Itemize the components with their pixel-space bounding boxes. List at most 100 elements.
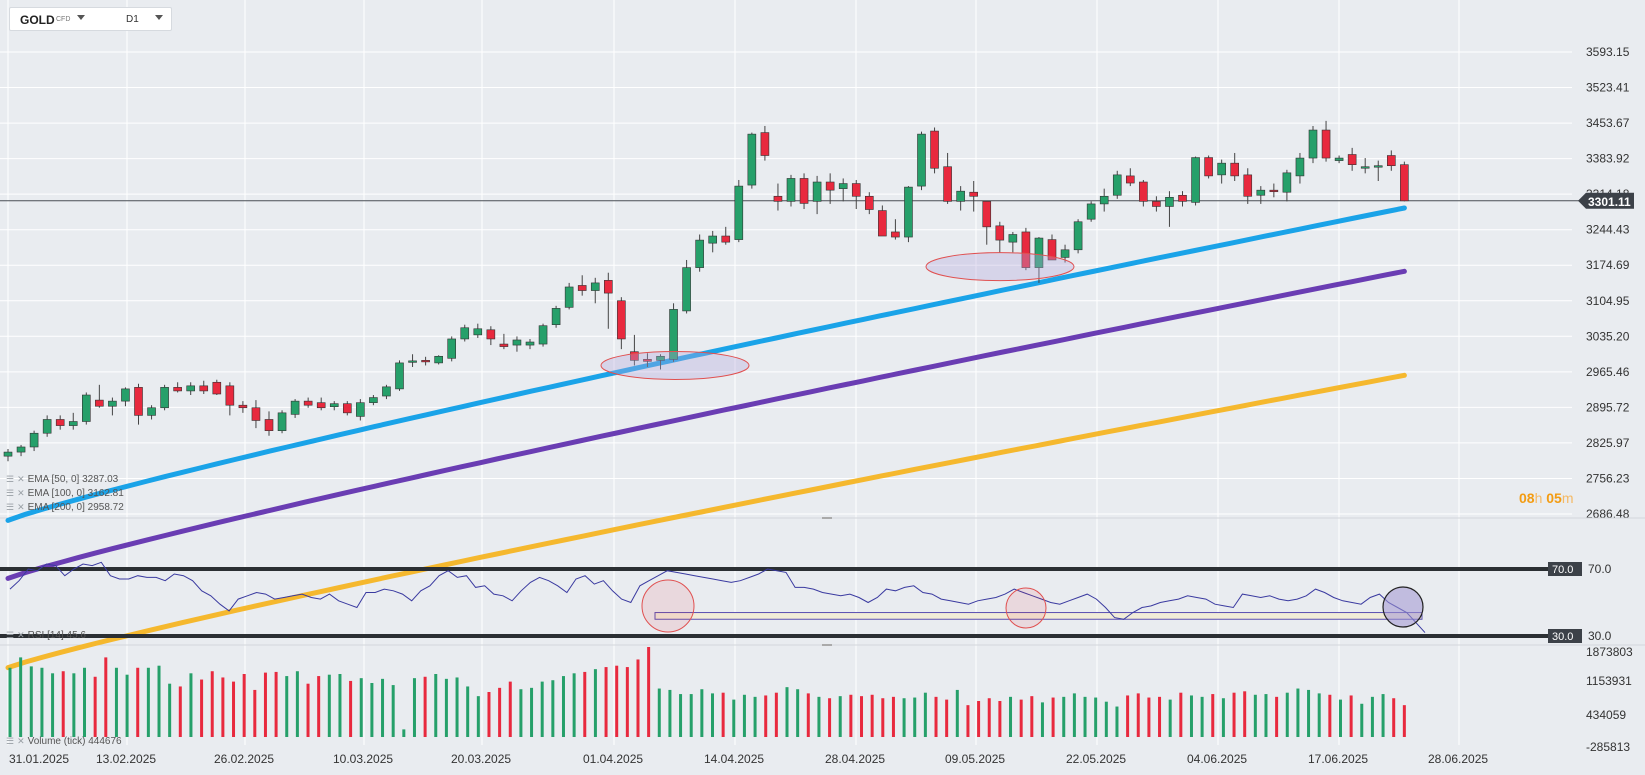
annotation-ellipse [925,252,1075,282]
volume-bar [530,687,534,737]
chevron-down-icon[interactable] [77,15,85,20]
volume-bar [221,677,225,737]
volume-bar [572,673,576,737]
volume-bar [370,683,374,737]
candle-body [956,190,965,202]
settings-icon[interactable]: ☰ [6,630,15,640]
volume-bar [29,666,33,737]
candle-body [1334,157,1344,161]
symbol-label[interactable]: GOLD [20,13,55,27]
volume-bar [295,671,299,737]
candle-body [617,300,626,340]
x-tick-label: 22.05.2025 [1066,752,1126,766]
volume-legend[interactable]: ☰ ✕ Volume (tick) 444676 [6,736,122,747]
instrument-toolbar: GOLD CFD D1 [9,7,172,31]
y-tick-label: 2965.46 [1586,365,1630,379]
volume-bar [1136,693,1140,737]
candle-body [108,400,117,407]
candle-body [721,235,731,243]
ema200-legend-text: EMA [200, 0] 2958.72 [27,502,124,513]
volume-bar [1381,694,1385,737]
volume-bar [657,688,661,737]
close-icon[interactable]: ✕ [17,502,25,512]
candle-body [904,186,913,238]
close-icon[interactable]: ✕ [17,488,25,498]
x-tick-label: 01.04.2025 [583,752,643,766]
candle-body [878,210,887,237]
rsi-annotation-circle [641,579,695,633]
volume-bar [806,693,810,737]
volume-bar [1200,696,1204,737]
candle-body [851,183,861,197]
y-tick-label: 2686.48 [1586,507,1630,521]
close-icon[interactable]: ✕ [17,736,25,746]
volume-bar [8,667,12,737]
candle-body [773,195,783,202]
rsi-legend[interactable]: ☰ ✕ RSI [14] 45.6 [6,630,86,641]
volume-bar [242,674,246,737]
candle-body [134,387,143,416]
candle-body [656,355,665,361]
x-tick-label: 13.02.2025 [96,752,156,766]
ema200-legend[interactable]: ☰ ✕ EMA [200, 0] 2958.72 [6,502,124,513]
volume-bar [1370,696,1374,737]
candle-body [825,181,835,191]
candle-body [708,235,718,244]
candle-body [1347,154,1357,165]
candle-body [643,359,652,362]
volume-bar [934,696,938,737]
candle-body [1047,239,1057,261]
volume-bar [253,689,257,737]
settings-icon[interactable]: ☰ [6,488,15,498]
y-tick-label: 3593.15 [1586,45,1630,59]
volume-bar [1158,696,1162,737]
close-icon[interactable]: ✕ [17,630,25,640]
x-tick-label: 20.03.2025 [451,752,511,766]
candle-body [812,181,822,202]
candle-body [1099,195,1109,205]
volume-bar [51,673,55,737]
volume-bar [1179,692,1183,737]
candle-body [930,130,939,169]
candle-body [486,329,496,340]
chevron-down-icon[interactable] [155,15,163,20]
timeframe-label[interactable]: D1 [126,14,139,25]
candle-body [160,387,169,409]
settings-icon[interactable]: ☰ [6,474,15,484]
candle-body [1308,129,1318,159]
close-icon[interactable]: ✕ [17,474,25,484]
candle-body [238,404,248,409]
candle-body [342,403,352,414]
volume-bar [1019,699,1023,737]
volume-tick-label: 1153931 [1586,674,1632,688]
volume-bar [232,681,236,737]
volume-bar [1051,697,1055,737]
candle-body [199,385,209,392]
candle-body [356,402,365,417]
candle-body [290,400,300,415]
volume-bar [1275,696,1279,737]
candle-body [1073,221,1083,251]
volume-bar [338,674,342,737]
settings-icon[interactable]: ☰ [6,736,15,746]
rsi-line [9,561,1426,633]
volume-bar [19,657,23,737]
volume-bar [327,674,331,737]
candle-body [1400,164,1409,202]
panel-resize-handle [822,644,832,646]
ema100-legend[interactable]: ☰ ✕ EMA [100, 0] 3162.81 [6,488,124,499]
rsi-level-label: 70.0 [1552,564,1573,576]
settings-icon[interactable]: ☰ [6,502,15,512]
volume-bar [72,673,76,737]
ema50-legend[interactable]: ☰ ✕ EMA [50, 0] 3287.03 [6,474,118,485]
volume-bar [200,679,204,737]
candle-body [1191,157,1200,203]
candle-body [1060,249,1070,258]
candle-body [329,403,339,408]
countdown-hours: 08 [1519,490,1535,506]
volume-tick-label: 1873803 [1586,645,1633,659]
candle-body [147,407,156,416]
candle-body [603,280,613,294]
volume-bar [828,698,832,737]
